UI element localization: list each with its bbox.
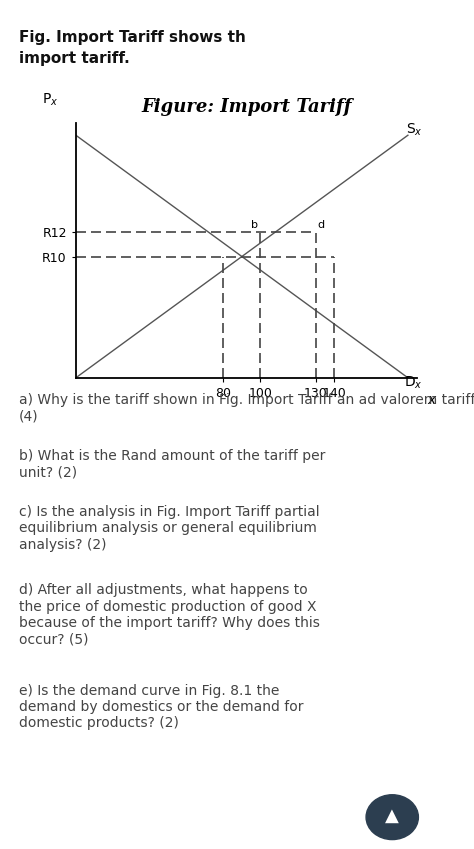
Text: S$_x$: S$_x$ [406,122,423,138]
Title: Figure: Import Tariff: Figure: Import Tariff [141,98,352,116]
Text: a) Why is the tariff shown in Fig. Import Tariff an ad valorem tariff or a speci: a) Why is the tariff shown in Fig. Impor… [18,393,474,424]
Text: e) Is the demand curve in Fig. 8.1 the
demand by domestics or the demand for
dom: e) Is the demand curve in Fig. 8.1 the d… [18,683,303,730]
Text: D$_x$: D$_x$ [404,374,423,391]
Text: b: b [252,221,258,230]
Text: import tariff.: import tariff. [19,51,130,66]
Circle shape [366,795,419,840]
Text: d) After all adjustments, what happens to
the price of domestic production of go: d) After all adjustments, what happens t… [18,583,319,646]
Text: x: x [428,393,436,407]
Text: b) What is the Rand amount of the tariff per
unit? (2): b) What is the Rand amount of the tariff… [18,449,325,480]
Text: ⏱ Time left 1:29:01: ⏱ Time left 1:29:01 [279,19,420,32]
Text: Fig. Import Tariff shows th: Fig. Import Tariff shows th [19,30,246,45]
Text: d: d [318,221,325,230]
Text: P$_x$: P$_x$ [42,92,58,108]
Text: ▲: ▲ [385,807,399,825]
Text: c) Is the analysis in Fig. Import Tariff partial
equilibrium analysis or general: c) Is the analysis in Fig. Import Tariff… [18,505,319,552]
